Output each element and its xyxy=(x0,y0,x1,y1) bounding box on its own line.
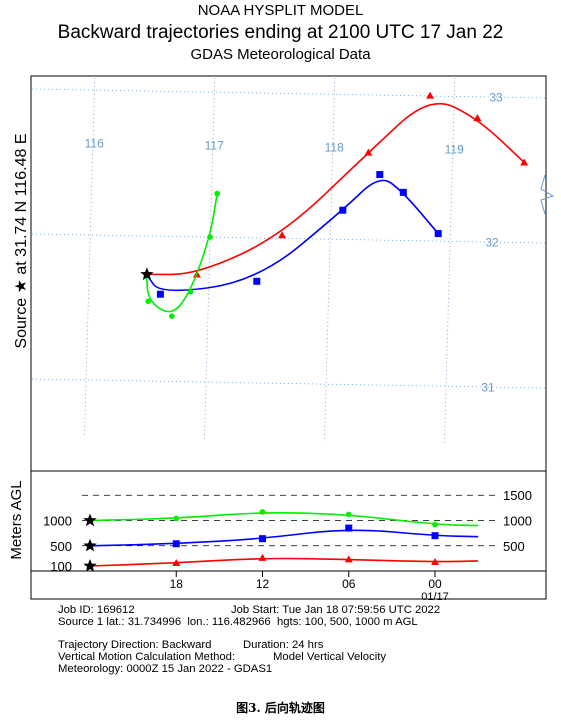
trajectory-line xyxy=(145,179,439,292)
job-start: Job Start: Tue Jan 18 07:59:56 UTC 2022 xyxy=(231,604,441,616)
height-line xyxy=(89,557,479,567)
right-tick-label: 500 xyxy=(503,539,525,554)
lat-gridline xyxy=(31,88,546,99)
trajectory-line xyxy=(145,193,218,313)
x-tick-label: 12 xyxy=(256,577,270,591)
trajectory-marker xyxy=(364,148,373,156)
edge-star-icon xyxy=(540,174,555,215)
height-marker xyxy=(258,553,267,561)
map-grid: 116 117 118 119 33 32 31 xyxy=(31,77,546,445)
height-start-star xyxy=(83,513,97,527)
lon-gridline xyxy=(444,77,456,445)
height-line xyxy=(89,512,479,527)
trajectory-marker xyxy=(434,230,442,238)
source-at: at xyxy=(13,261,30,275)
height-marker xyxy=(259,509,266,515)
x-tick-label: 00 xyxy=(428,577,442,591)
lat-gridline xyxy=(31,233,546,244)
trajectory-marker xyxy=(520,158,529,166)
vertical-method-value: Model Vertical Velocity xyxy=(273,651,387,663)
height-line xyxy=(89,529,479,547)
trajectory-marker xyxy=(169,313,175,319)
map-trajectories xyxy=(140,91,529,319)
trajectory-marker xyxy=(145,298,151,305)
right-tick-label: 1500 xyxy=(503,488,532,503)
lon-gridline xyxy=(84,77,96,439)
height-marker xyxy=(345,511,352,518)
height-marker xyxy=(431,557,439,565)
lat-label: 31 xyxy=(481,381,495,395)
lon-gridline xyxy=(204,77,216,441)
x-subtick-label: 01/17 xyxy=(421,591,449,603)
height-marker xyxy=(431,532,439,540)
job-id: Job ID: 169612 xyxy=(58,604,135,616)
height-trajectories xyxy=(83,509,479,572)
height-frame xyxy=(30,470,547,600)
x-tick-label: 18 xyxy=(170,577,184,591)
height-marker xyxy=(172,558,181,566)
lon-gridline xyxy=(324,77,336,443)
height-marker xyxy=(172,540,180,548)
trajectory-marker xyxy=(156,290,164,298)
figure-caption: 图3. 后向轨迹图 xyxy=(236,701,325,715)
height-start-star xyxy=(83,538,97,552)
right-tick-label: 1000 xyxy=(503,514,532,529)
duration: Duration: 24 hrs xyxy=(243,639,324,651)
lat-gridline xyxy=(31,378,546,389)
trajectory-marker xyxy=(278,231,287,239)
source-star-icon: ★ xyxy=(13,274,30,294)
trajectory-marker xyxy=(207,234,213,240)
trajectory-marker xyxy=(473,114,482,122)
x-tick-label: 06 xyxy=(342,577,356,591)
trajectory-marker xyxy=(426,91,434,99)
left-tick-label: 1000 xyxy=(43,514,72,529)
height-start-star xyxy=(83,559,97,572)
trajectory-direction: Trajectory Direction: Backward xyxy=(58,639,212,651)
lat-label: 32 xyxy=(485,236,499,250)
lat-label: 33 xyxy=(489,91,503,105)
trajectory-line xyxy=(146,102,525,276)
trajectory-marker xyxy=(187,289,194,295)
left-tick-label: 500 xyxy=(50,539,72,554)
source-info: Source 1 lat.: 31.734996 lon.: 116.48296… xyxy=(58,616,418,628)
lon-label: 116 xyxy=(85,136,104,150)
height-marker xyxy=(173,515,180,522)
map-frame xyxy=(30,75,547,472)
height-marker xyxy=(259,535,266,543)
source-prefix: Source xyxy=(13,297,30,349)
trajectory-marker xyxy=(253,277,261,285)
lon-label: 117 xyxy=(205,138,224,152)
trajectory-marker xyxy=(399,188,407,196)
lon-label: 119 xyxy=(445,142,464,156)
height-marker xyxy=(344,555,353,563)
chart-subtitle: Backward trajectories ending at 2100 UTC… xyxy=(57,22,504,43)
trajectory-marker xyxy=(214,190,220,197)
height-marker xyxy=(345,524,353,532)
left-tick-label: 100 xyxy=(50,559,72,574)
chart-title: NOAA HYSPLIT MODEL xyxy=(197,2,364,19)
source-axis-label: Source ★ at 31.74 N 116.48 E xyxy=(11,96,33,386)
meteorology-info: Meteorology: 0000Z 15 Jan 2022 - GDAS1 xyxy=(58,663,273,675)
source-star xyxy=(140,267,154,281)
trajectory-marker xyxy=(339,206,347,214)
source-coords: 31.74 N 116.48 E xyxy=(13,133,30,257)
lon-label: 118 xyxy=(325,140,344,154)
trajectory-marker xyxy=(376,171,384,179)
meteo-title: GDAS Meteorological Data xyxy=(190,46,371,63)
vertical-method: Vertical Motion Calculation Method: xyxy=(58,651,236,663)
height-marker xyxy=(432,521,438,528)
meters-agl-label: Meters AGL xyxy=(8,480,25,560)
